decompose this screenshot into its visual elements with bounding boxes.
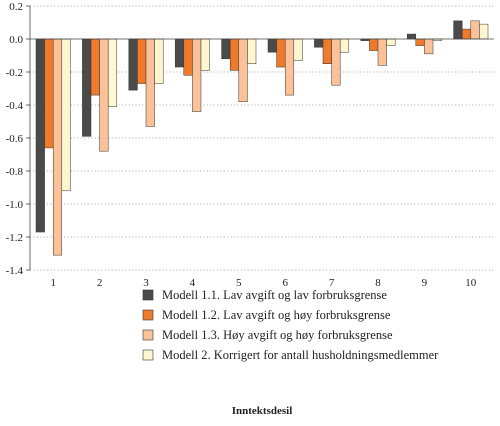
x-tick-label: 1 <box>50 277 56 289</box>
bar-s2-5 <box>229 38 240 71</box>
y-tick-labels: 0.2 0.0 -0.2 -0.4 -0.6 -0.8 -1.0 -1.2 -1.4 <box>6 1 24 277</box>
bar-s4-8 <box>386 38 396 46</box>
bar-s3-8 <box>377 38 387 66</box>
bar-s2-3 <box>137 38 147 84</box>
bar-s1-6 <box>267 38 277 53</box>
bar-s3-9 <box>424 38 434 55</box>
x-tick-label: 5 <box>236 277 242 289</box>
bar-s1-3 <box>128 38 138 91</box>
x-tick-label: 2 <box>97 277 103 289</box>
bar-s4-7 <box>339 38 350 53</box>
bar-s2-1 <box>44 38 54 149</box>
legend-label: Modell 1.1. Lav avgift og lav forbruksgr… <box>162 288 387 302</box>
bar-s1-9 <box>406 33 417 40</box>
x-tick-label: 10 <box>465 277 477 289</box>
legend: Modell 1.1. Lav avgift og lav forbruksgr… <box>142 288 439 362</box>
bar-s4-5 <box>247 38 257 64</box>
bar-s1-7 <box>314 38 324 48</box>
legend-swatch <box>142 289 154 301</box>
legend-swatch <box>142 349 154 361</box>
y-tick-label: 0.2 <box>9 1 23 13</box>
y-tick-label: -1.4 <box>6 265 24 277</box>
bar-s2-7 <box>322 38 332 64</box>
legend-swatch <box>142 309 154 321</box>
bar-s3-4 <box>192 38 202 112</box>
y-tick-label: -1.0 <box>6 199 24 211</box>
bar-s2-4 <box>183 38 193 76</box>
bar-s1-2 <box>82 38 92 137</box>
bar-s2-9 <box>415 38 425 46</box>
bar-s4-10 <box>479 23 489 40</box>
legend-swatch <box>142 329 154 341</box>
bar-s3-5 <box>238 38 248 102</box>
bar-s1-10 <box>453 20 463 40</box>
legend-label: Modell 1.3. Høy avgift og høy forbruksgr… <box>162 328 393 342</box>
x-tick-label: 9 <box>422 277 428 289</box>
bars <box>35 20 489 256</box>
bar-s3-7 <box>331 38 341 86</box>
legend-label: Modell 2. Korrigert for antall husholdni… <box>162 348 439 362</box>
y-tick-label: -1.2 <box>6 232 23 244</box>
bar-s3-10 <box>470 20 480 40</box>
y-tick-label: -0.6 <box>6 133 24 145</box>
x-tick-label: 3 <box>143 277 149 289</box>
bar-s2-6 <box>276 38 286 68</box>
bar-s2-8 <box>369 38 379 51</box>
bar-s4-1 <box>61 38 71 192</box>
legend-label: Modell 1.2. Lav avgift og høy forbruksgr… <box>162 308 391 322</box>
y-tick-label: -0.8 <box>6 166 24 178</box>
bar-s4-3 <box>154 38 164 84</box>
bar-s1-5 <box>221 38 231 60</box>
bar-s1-1 <box>35 38 45 233</box>
bar-s4-4 <box>200 38 210 71</box>
x-tick-label: 6 <box>282 277 288 289</box>
bar-s2-2 <box>90 38 100 96</box>
bar-s4-2 <box>107 38 118 107</box>
y-tick-label: -0.4 <box>6 100 24 112</box>
bar-s3-6 <box>284 38 295 96</box>
x-axis-label: Inntektsdesil <box>232 405 293 417</box>
x-tick-label: 7 <box>329 277 335 289</box>
gridlines <box>30 5 494 271</box>
bar-s4-6 <box>293 38 303 61</box>
bar-s3-3 <box>145 38 155 127</box>
axes <box>26 5 494 271</box>
bar-s3-1 <box>52 38 63 256</box>
x-tick-labels: 1 2 3 4 5 6 7 8 9 10 <box>50 277 476 289</box>
bar-s2-10 <box>461 28 472 40</box>
bar-s1-4 <box>174 38 185 68</box>
x-tick-label: 4 <box>190 277 196 289</box>
x-tick-label: 8 <box>375 277 381 289</box>
bar-s3-2 <box>99 38 109 152</box>
y-tick-label: 0.0 <box>9 34 23 46</box>
y-tick-label: -0.2 <box>6 67 23 79</box>
